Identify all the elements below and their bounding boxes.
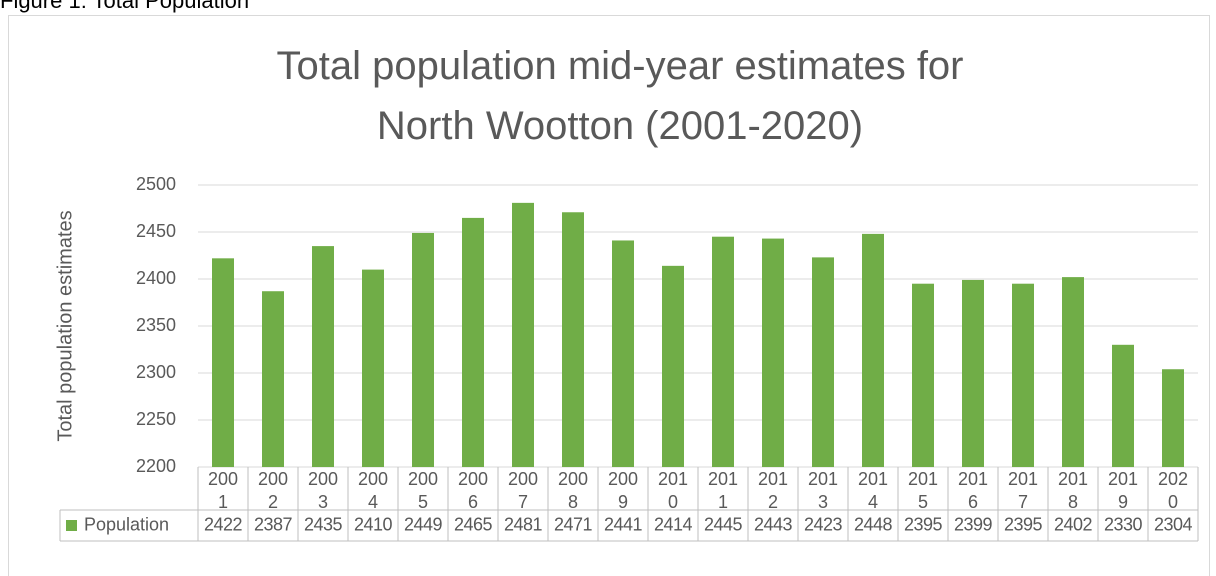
- legend-key: [66, 520, 77, 531]
- bar: [412, 232, 434, 467]
- bar: [862, 233, 884, 467]
- bar: [812, 257, 834, 467]
- x-tick-label: 201 5: [908, 469, 938, 512]
- bar: [612, 240, 634, 467]
- table-value: 2445: [704, 514, 743, 534]
- bar: [262, 291, 284, 467]
- x-tick-label: 201 6: [958, 469, 988, 512]
- bar: [512, 202, 534, 468]
- bar: [1062, 277, 1084, 467]
- y-tick-label: 2400: [136, 268, 176, 288]
- x-tick-label: 201 1: [708, 469, 738, 512]
- bar: [712, 236, 734, 467]
- x-tick-label: 201 9: [1108, 469, 1138, 512]
- chart-border: [8, 15, 1210, 576]
- table-value: 2422: [204, 514, 243, 534]
- x-tick-label: 200 2: [258, 469, 288, 512]
- x-tick-label: 200 7: [508, 469, 538, 512]
- y-tick-label: 2300: [136, 362, 176, 382]
- x-tick-label: 202 0: [1158, 469, 1188, 512]
- table-value: 2435: [304, 514, 343, 534]
- table-value: 2395: [1004, 514, 1043, 534]
- x-tick-label: 200 3: [308, 469, 338, 512]
- table-value: 2441: [604, 514, 643, 534]
- y-tick-label: 2250: [136, 409, 176, 429]
- table-value: 2471: [554, 514, 593, 534]
- y-tick-label: 2200: [136, 456, 176, 476]
- bar: [662, 265, 684, 467]
- x-tick-label: 201 0: [658, 469, 688, 512]
- x-tick-label: 201 3: [808, 469, 838, 512]
- bar: [1162, 369, 1184, 467]
- table-value: 2387: [254, 514, 293, 534]
- bar: [312, 246, 334, 467]
- table-value: 2449: [404, 514, 443, 534]
- bar: [762, 238, 784, 467]
- y-tick-label: 2350: [136, 315, 176, 335]
- x-tick-label: 200 4: [358, 469, 388, 512]
- table-value: 2304: [1154, 514, 1193, 534]
- x-tick-label: 200 1: [208, 469, 238, 512]
- y-tick-label: 2450: [136, 221, 176, 241]
- chart-title: Total population mid-year estimates for N…: [277, 44, 964, 148]
- table-value: 2330: [1104, 514, 1143, 534]
- table-value: 2395: [904, 514, 943, 534]
- table-value: 2414: [654, 514, 693, 534]
- bar: [962, 279, 984, 467]
- bar: [912, 283, 934, 467]
- table-value: 2443: [754, 514, 793, 534]
- x-tick-label: 201 7: [1008, 469, 1038, 512]
- table-value: 2410: [354, 514, 393, 534]
- bar: [462, 217, 484, 467]
- y-tick-label: 2500: [136, 174, 176, 194]
- legend-label: Population: [84, 514, 169, 534]
- x-tick-label: 200 9: [608, 469, 638, 512]
- bar: [1012, 283, 1034, 467]
- x-tick-label: 200 6: [458, 469, 488, 512]
- bar: [1112, 344, 1134, 467]
- table-value: 2399: [954, 514, 993, 534]
- bar: [362, 269, 384, 467]
- x-tick-label: 201 8: [1058, 469, 1088, 512]
- x-tick-label: 201 2: [758, 469, 788, 512]
- table-value: 2481: [504, 514, 543, 534]
- x-tick-label: 200 5: [408, 469, 438, 512]
- x-tick-label: 201 4: [858, 469, 888, 512]
- table-value: 2448: [854, 514, 893, 534]
- figure-label: Figure 1: Total Population: [0, 0, 249, 13]
- table-value: 2402: [1054, 514, 1093, 534]
- bar: [562, 212, 584, 467]
- x-tick-label: 200 8: [558, 469, 588, 512]
- table-value: 2465: [454, 514, 493, 534]
- table-value: 2423: [804, 514, 843, 534]
- y-axis-title: Total population estimates: [54, 210, 76, 441]
- bar: [212, 258, 234, 467]
